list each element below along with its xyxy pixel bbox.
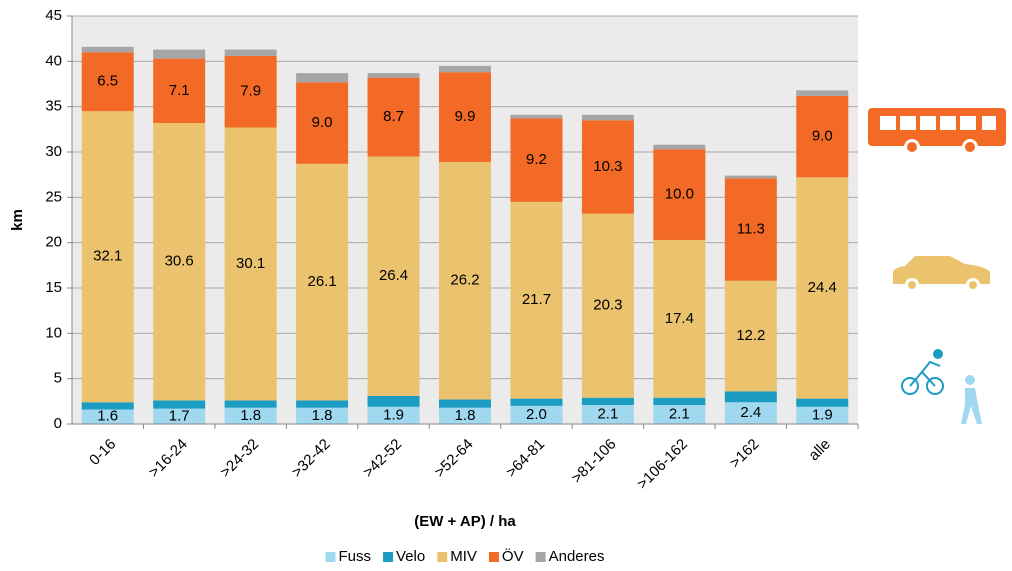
- bar-segment: [368, 396, 420, 407]
- y-tick-label: 40: [45, 52, 62, 69]
- data-label: 7.1: [169, 82, 190, 99]
- y-tick-label: 30: [45, 143, 62, 160]
- bar-segment: [296, 73, 348, 82]
- legend-swatch: [437, 552, 447, 562]
- chart: km (EW + AP) / ha 0 5 10 15 20 25 30 35 40 45 1.6 0…: [0, 0, 1012, 571]
- x-tick-label: >52-64: [431, 436, 476, 481]
- data-label: 2.1: [597, 405, 618, 422]
- bar-segment: [82, 47, 134, 52]
- legend: Fuss Velo MIV ÖV Anderes: [326, 547, 605, 565]
- bar-segment: [582, 115, 634, 120]
- x-tick-label: >24-32: [217, 436, 262, 481]
- bar-segment: [368, 73, 420, 78]
- data-label: 32.1: [93, 248, 122, 265]
- bar-segment: [510, 115, 562, 119]
- bus-icon: [868, 108, 1006, 155]
- y-tick-label: 5: [54, 370, 62, 387]
- data-label: 1.6: [97, 408, 118, 425]
- cyclist-icon: [902, 350, 943, 394]
- bar-segment: [153, 50, 205, 59]
- bar-segment: [653, 398, 705, 405]
- y-tick-label: 0: [54, 415, 62, 432]
- data-label: 26.1: [307, 273, 336, 290]
- legend-swatch: [489, 552, 499, 562]
- legend-label: Fuss: [339, 548, 372, 565]
- legend-swatch: [536, 552, 546, 562]
- data-label: 2.4: [740, 404, 761, 421]
- bar-segment: [439, 400, 491, 408]
- x-tick-label: >64-81: [503, 436, 548, 481]
- x-tick-label: >106-162: [634, 436, 691, 493]
- bar-segment: [510, 399, 562, 406]
- y-tick-label: 10: [45, 324, 62, 341]
- data-label: 2.1: [669, 405, 690, 422]
- legend-swatch: [326, 552, 336, 562]
- bar-segment: [653, 145, 705, 150]
- data-label: 2.0: [526, 406, 547, 423]
- legend-label: Anderes: [549, 548, 605, 565]
- car-icon: [893, 256, 990, 292]
- data-label: 30.6: [165, 253, 194, 270]
- pedestrian-icon: [961, 375, 982, 424]
- data-label: 26.2: [450, 272, 479, 289]
- data-label: 21.7: [522, 291, 551, 308]
- legend-label: MIV: [450, 548, 477, 565]
- data-label: 8.7: [383, 108, 404, 125]
- bar-segment: [796, 90, 848, 95]
- legend-swatch: [383, 552, 393, 562]
- bar-segment: [796, 399, 848, 407]
- data-label: 6.5: [97, 73, 118, 90]
- data-label: 1.9: [383, 406, 404, 423]
- bar-segment: [439, 66, 491, 72]
- data-label: 10.0: [665, 186, 694, 203]
- data-label: 30.1: [236, 255, 265, 272]
- data-label: 1.8: [312, 407, 333, 424]
- y-tick-label: 45: [45, 7, 62, 24]
- x-tick-label: >42-52: [360, 436, 405, 481]
- legend-label: Velo: [396, 548, 425, 565]
- bar-segment: [582, 398, 634, 405]
- data-label: 10.3: [593, 158, 622, 175]
- data-label: 20.3: [593, 297, 622, 314]
- data-label: 9.0: [312, 114, 333, 131]
- bar-segment: [225, 400, 277, 407]
- bar-segment: [296, 400, 348, 407]
- data-label: 1.8: [240, 407, 261, 424]
- legend-label: ÖV: [502, 547, 524, 565]
- data-label: 1.7: [169, 407, 190, 424]
- data-label: 9.9: [455, 108, 476, 125]
- bar-segment: [82, 402, 134, 409]
- data-label: 1.8: [455, 407, 476, 424]
- bar-segment: [725, 176, 777, 179]
- y-tick-label: 35: [45, 98, 62, 115]
- x-tick-label: >16-24: [145, 436, 190, 481]
- data-label: 11.3: [737, 220, 765, 237]
- y-tick-label: 15: [45, 279, 62, 296]
- y-axis-label: km: [9, 209, 26, 231]
- data-label: 12.2: [736, 327, 765, 344]
- data-label: 9.0: [812, 128, 833, 145]
- data-label: 7.9: [240, 83, 261, 100]
- data-label: 1.9: [812, 406, 833, 423]
- x-tick-label: >81-106: [568, 436, 619, 487]
- y-tick-label: 25: [45, 188, 62, 205]
- bar-segment: [153, 400, 205, 408]
- x-tick-label: 0-16: [86, 436, 119, 469]
- x-tick-label: >162: [727, 436, 763, 472]
- data-label: 9.2: [526, 151, 547, 168]
- bar-segment: [725, 391, 777, 402]
- bar-segment: [225, 50, 277, 56]
- x-tick-label: >32-42: [288, 436, 333, 481]
- data-label: 26.4: [379, 267, 408, 284]
- x-tick-label: alle: [805, 436, 834, 465]
- y-tick-label: 20: [45, 234, 62, 251]
- data-label: 17.4: [665, 310, 694, 327]
- x-axis-label: (EW + AP) / ha: [414, 513, 516, 530]
- data-label: 24.4: [808, 279, 837, 296]
